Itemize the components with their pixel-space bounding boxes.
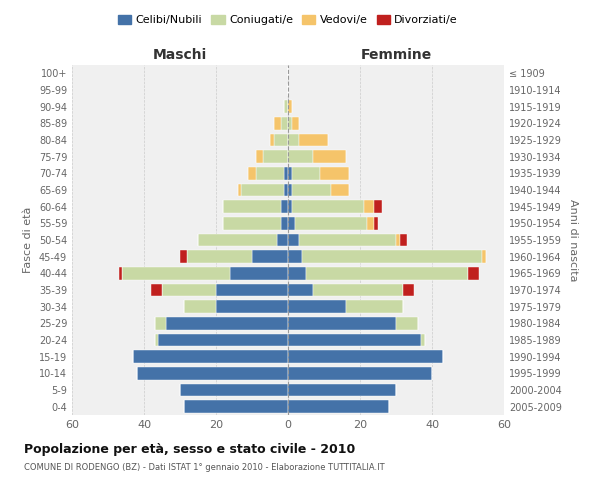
Bar [346,300,403,313]
Bar [284,167,288,179]
Bar [313,150,346,163]
Bar [216,300,288,313]
Bar [158,334,288,346]
Bar [331,184,349,196]
Bar [299,134,328,146]
Text: Popolazione per età, sesso e stato civile - 2010: Popolazione per età, sesso e stato civil… [24,442,355,456]
Bar [274,117,281,130]
Bar [288,117,292,130]
Bar [288,200,292,213]
Bar [162,284,216,296]
Bar [277,234,288,246]
Bar [288,400,389,413]
Bar [281,217,288,230]
Bar [281,117,288,130]
Bar [468,267,479,280]
Bar [166,317,288,330]
Bar [137,367,288,380]
Bar [288,234,299,246]
Bar [248,167,256,179]
Bar [133,350,288,363]
Bar [241,184,284,196]
Bar [263,150,288,163]
Bar [292,167,320,179]
Bar [374,217,378,230]
Bar [295,217,367,230]
Bar [288,150,313,163]
Bar [288,134,299,146]
Bar [400,234,407,246]
Bar [320,167,349,179]
Bar [288,250,302,263]
Bar [274,134,288,146]
Bar [299,234,396,246]
Bar [288,167,292,179]
Bar [180,384,288,396]
Bar [292,117,299,130]
Bar [288,350,443,363]
Bar [288,284,313,296]
Bar [119,267,122,280]
Bar [292,200,364,213]
Bar [256,150,263,163]
Bar [288,267,306,280]
Bar [288,100,292,113]
Bar [252,250,288,263]
Bar [216,284,288,296]
Bar [151,284,162,296]
Bar [180,250,187,263]
Bar [238,184,241,196]
Bar [302,250,482,263]
Bar [281,200,288,213]
Bar [396,317,418,330]
Y-axis label: Anni di nascita: Anni di nascita [568,198,578,281]
Bar [256,167,284,179]
Bar [403,284,414,296]
Bar [292,184,331,196]
Bar [184,400,288,413]
Legend: Celibi/Nubili, Coniugati/e, Vedovi/e, Divorziati/e: Celibi/Nubili, Coniugati/e, Vedovi/e, Di… [113,10,463,30]
Bar [367,217,374,230]
Bar [288,334,421,346]
Y-axis label: Fasce di età: Fasce di età [23,207,33,273]
Bar [396,234,400,246]
Bar [288,367,432,380]
Bar [313,284,403,296]
Bar [187,250,252,263]
Bar [374,200,382,213]
Bar [306,267,468,280]
Bar [223,217,281,230]
Bar [155,317,166,330]
Bar [288,384,396,396]
Bar [223,200,281,213]
Bar [198,234,277,246]
Bar [155,334,158,346]
Bar [284,100,288,113]
Bar [122,267,230,280]
Bar [288,317,396,330]
Text: Femmine: Femmine [361,48,431,62]
Bar [364,200,374,213]
Bar [184,300,216,313]
Bar [288,184,292,196]
Text: Maschi: Maschi [153,48,207,62]
Bar [288,300,346,313]
Bar [284,184,288,196]
Bar [288,217,295,230]
Bar [421,334,425,346]
Text: COMUNE DI RODENGO (BZ) - Dati ISTAT 1° gennaio 2010 - Elaborazione TUTTITALIA.IT: COMUNE DI RODENGO (BZ) - Dati ISTAT 1° g… [24,462,385,471]
Bar [270,134,274,146]
Bar [230,267,288,280]
Bar [482,250,486,263]
